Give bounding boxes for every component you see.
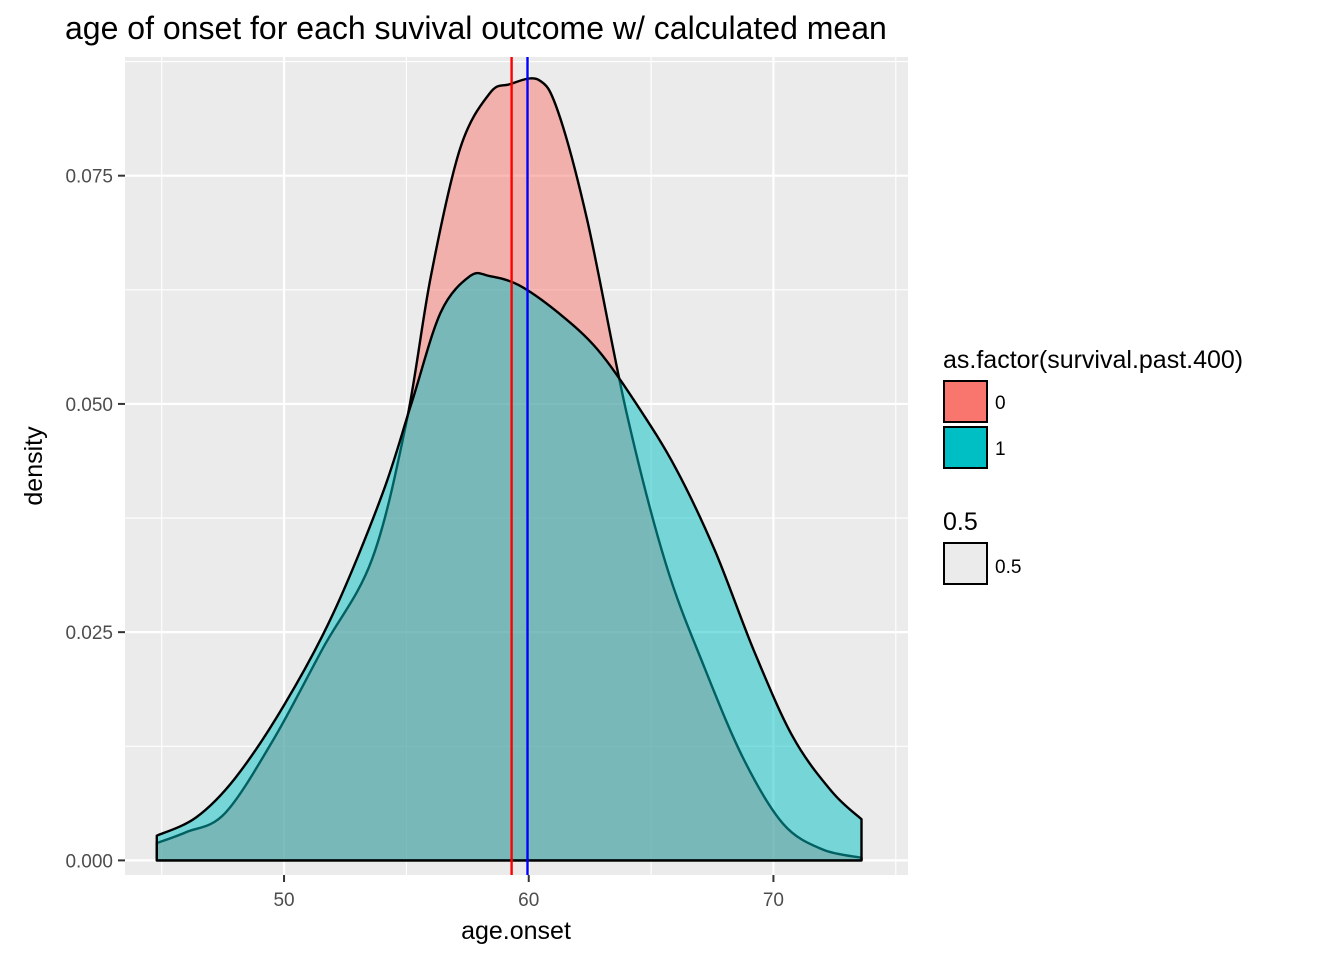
mean-lines	[510, 57, 529, 875]
legend-title-alpha: 0.5	[943, 508, 978, 536]
legend-label-0: 0	[995, 393, 1006, 414]
legend-key-0	[943, 380, 988, 423]
legend-title-fill: as.factor(survival.past.400)	[943, 346, 1243, 374]
legend-key-alpha-0	[943, 542, 988, 585]
y-tick-label-2: 0.050	[65, 395, 113, 416]
legend-fill-keys: 01	[943, 380, 1006, 469]
x-axis-title: age.onset	[461, 917, 571, 945]
y-tick-label-1: 0.025	[65, 623, 113, 644]
density-areas	[155, 77, 863, 862]
y-tick-label-3: 0.075	[65, 167, 113, 188]
legend: as.factor(survival.past.400) 01 0.5 0.5	[943, 346, 1243, 585]
y-axis: 0.000 0.025 0.050 0.075	[65, 167, 125, 872]
y-tick-label-0: 0.000	[65, 851, 113, 872]
x-tick-label-2: 70	[763, 890, 784, 911]
x-tick-label-1: 60	[518, 890, 539, 911]
legend-key-1	[943, 426, 988, 469]
y-axis-title: density	[20, 426, 48, 506]
legend-label-alpha-0: 0.5	[995, 557, 1021, 578]
chart-title: age of onset for each suvival outcome w/…	[65, 10, 887, 46]
x-axis: 50 60 70	[273, 875, 784, 911]
x-tick-label-0: 50	[273, 890, 294, 911]
legend-label-1: 1	[995, 439, 1006, 460]
legend-alpha-keys: 0.5	[943, 542, 1021, 585]
density-area-1	[155, 271, 863, 862]
